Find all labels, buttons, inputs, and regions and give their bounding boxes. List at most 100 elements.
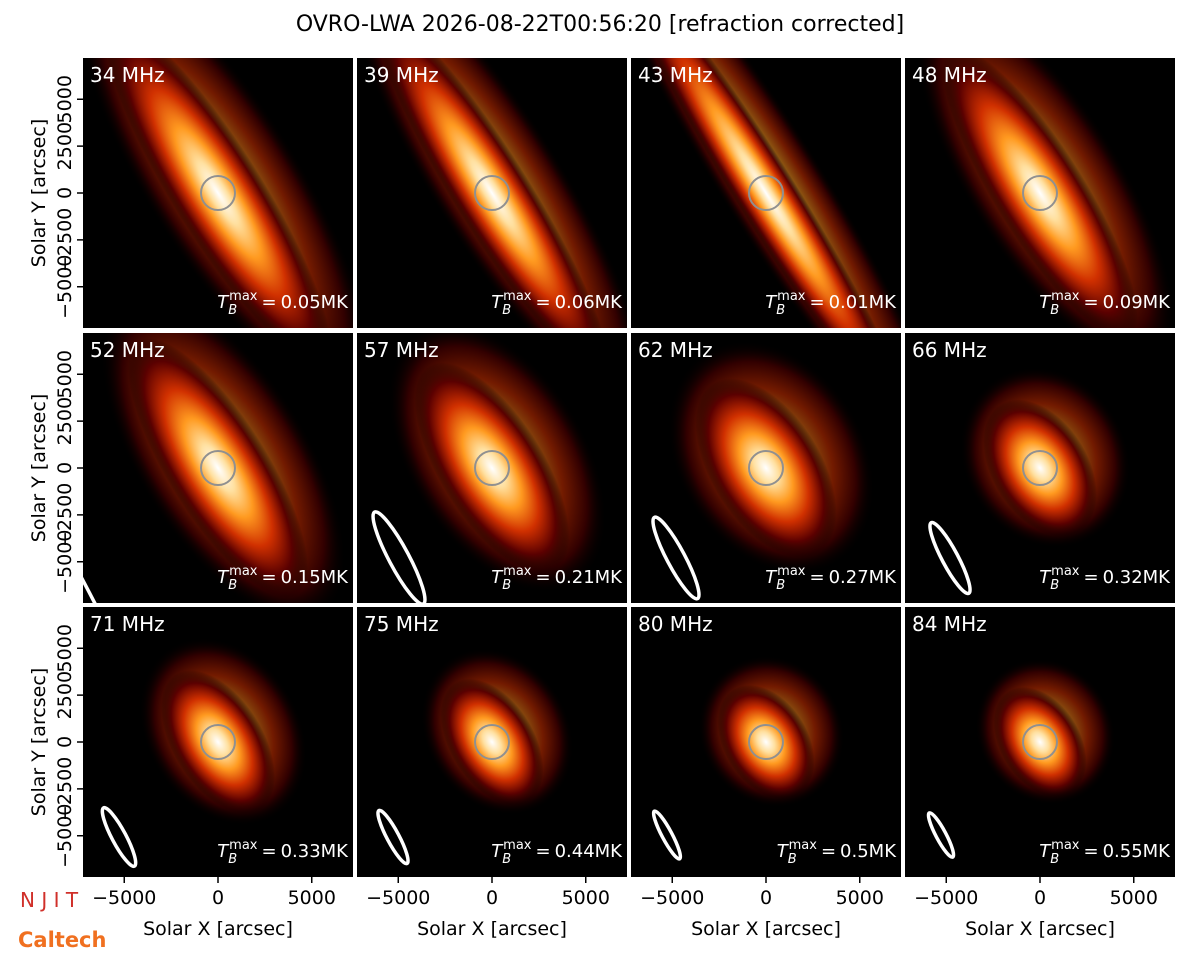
- emission: [105, 58, 331, 328]
- panel: [631, 58, 901, 328]
- tb-max-label: TBmax = 0.32MK: [1039, 564, 1171, 593]
- tb-sup: max: [229, 564, 258, 579]
- tb-value: 0.33MK: [281, 841, 350, 862]
- beam: [651, 515, 701, 601]
- tb-value: 0.01MK: [829, 292, 898, 313]
- tb-value: 0.27MK: [829, 567, 898, 588]
- emission: [993, 686, 1087, 798]
- frequency-label: 34 MHz: [90, 63, 165, 87]
- tb-symbol: T: [1039, 841, 1052, 862]
- tb-symbol: T: [1039, 567, 1052, 588]
- tb-value: 0.05MK: [281, 292, 350, 313]
- solar-disk: [748, 450, 784, 486]
- tb-relation: =: [809, 567, 824, 588]
- panel: [357, 607, 627, 877]
- tb-symbol: T: [491, 841, 504, 862]
- tb-value: 0.06MK: [555, 292, 624, 313]
- y-tick-label: −2500: [54, 757, 76, 821]
- x-tick-label: 0: [760, 887, 772, 909]
- x-axis-label: Solar X [arcsec]: [691, 918, 841, 940]
- panel: [631, 607, 901, 877]
- tb-max-label: TBmax = 0.09MK: [1039, 289, 1171, 318]
- beam: [100, 805, 138, 869]
- tb-symbol: T: [491, 292, 504, 313]
- emission: [695, 378, 837, 558]
- tb-relation: =: [535, 292, 550, 313]
- tb-value: 0.5MK: [840, 841, 897, 862]
- beam: [928, 520, 972, 596]
- frequency-label: 75 MHz: [364, 612, 439, 636]
- x-tick-label: −5000: [640, 887, 704, 909]
- tb-value: 0.44MK: [555, 841, 624, 862]
- tb-sup: max: [1051, 564, 1080, 579]
- emission: [717, 684, 815, 800]
- tb-symbol: T: [217, 841, 230, 862]
- tb-symbol: T: [1039, 292, 1052, 313]
- x-tick-label: 5000: [288, 887, 336, 909]
- panel: [631, 333, 901, 603]
- frequency-label: 57 MHz: [364, 338, 439, 362]
- y-tick-label: 0: [54, 187, 76, 199]
- tb-symbol: T: [777, 841, 790, 862]
- y-tick-label: 2500: [54, 122, 76, 170]
- frequency-label: 84 MHz: [912, 612, 987, 636]
- panel: [905, 607, 1175, 877]
- x-tick-label: −5000: [366, 887, 430, 909]
- tb-sup: max: [503, 838, 532, 853]
- y-tick-label: −2500: [54, 483, 76, 547]
- y-tick-label: −5000: [54, 255, 76, 319]
- y-axis-label: Solar Y [arcsec]: [28, 394, 50, 542]
- x-tick-label: −5000: [92, 887, 156, 909]
- tb-max-label: TBmax = 0.15MK: [217, 564, 349, 593]
- emission: [160, 670, 276, 814]
- tb-sup: max: [229, 838, 258, 853]
- panel: [357, 333, 627, 603]
- tb-relation: =: [821, 841, 836, 862]
- y-tick-label: 5000: [54, 75, 76, 123]
- x-tick-label: 5000: [562, 887, 610, 909]
- frequency-label: 52 MHz: [90, 338, 165, 362]
- solar-disk: [1022, 724, 1058, 760]
- beam: [371, 510, 427, 603]
- tb-value: 0.55MK: [1103, 841, 1172, 862]
- tb-max-label: TBmax = 0.06MK: [491, 289, 623, 318]
- frequency-label: 39 MHz: [364, 63, 439, 87]
- frequency-label: 43 MHz: [638, 63, 713, 87]
- tb-value: 0.15MK: [281, 567, 350, 588]
- beam: [651, 809, 683, 861]
- tb-sub: B: [228, 578, 237, 593]
- tb-sub: B: [502, 578, 511, 593]
- solar-disk: [200, 175, 236, 211]
- y-tick-label: −2500: [54, 208, 76, 272]
- panel: [905, 333, 1175, 603]
- tb-symbol: T: [765, 292, 778, 313]
- y-tick-label: 0: [54, 462, 76, 474]
- panel: [83, 58, 353, 328]
- tb-sup: max: [777, 289, 806, 304]
- tb-sub: B: [502, 852, 511, 867]
- solar-disk: [200, 724, 236, 760]
- tb-sub: B: [502, 303, 511, 318]
- y-tick-label: −5000: [54, 804, 76, 868]
- tb-max-label: TBmax = 0.01MK: [765, 289, 897, 318]
- x-tick-label: 5000: [836, 887, 884, 909]
- tb-sup: max: [777, 564, 806, 579]
- emission: [631, 58, 901, 328]
- y-tick-label: 2500: [54, 671, 76, 719]
- x-tick-label: 0: [1034, 887, 1046, 909]
- tb-max-label: TBmax = 0.55MK: [1039, 838, 1171, 867]
- tb-value: 0.21MK: [555, 567, 624, 588]
- tb-relation: =: [535, 567, 550, 588]
- chart-title: OVRO-LWA 2026-08-22T00:56:20 [refraction…: [296, 12, 904, 37]
- solar-disk: [1022, 175, 1058, 211]
- frequency-label: 66 MHz: [912, 338, 987, 362]
- y-tick-label: −5000: [54, 530, 76, 594]
- y-tick-label: 5000: [54, 350, 76, 398]
- tb-relation: =: [1083, 567, 1098, 588]
- solar-disk: [474, 724, 510, 760]
- tb-relation: =: [809, 292, 824, 313]
- frequency-label: 62 MHz: [638, 338, 713, 362]
- tb-relation: =: [261, 841, 276, 862]
- tb-symbol: T: [765, 567, 778, 588]
